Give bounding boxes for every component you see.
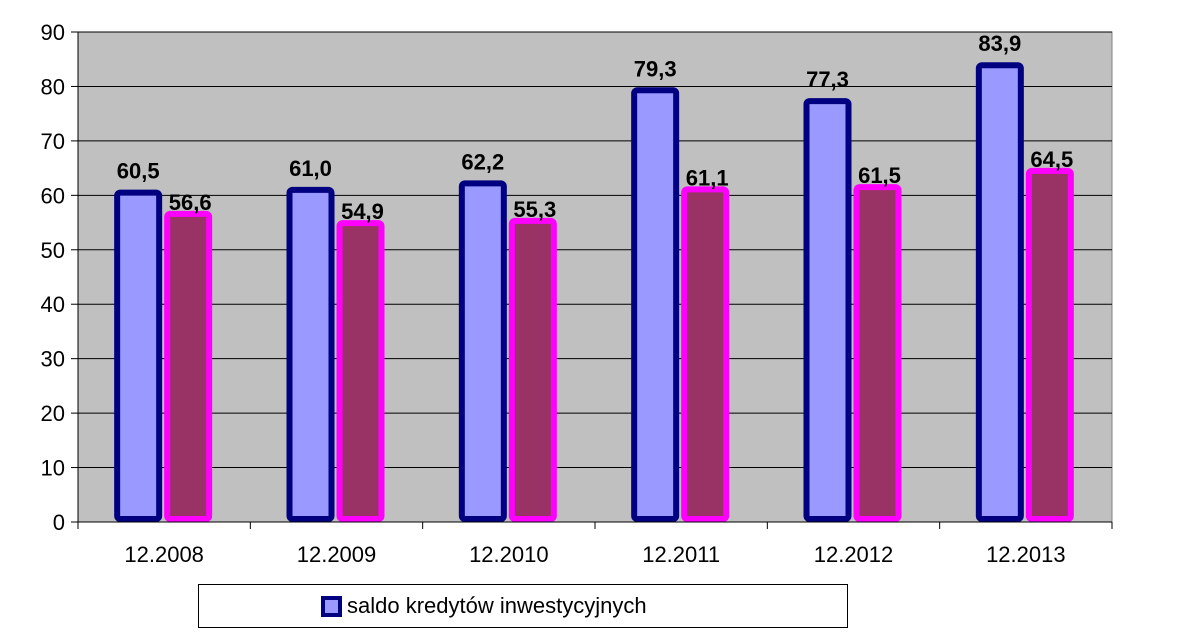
bar — [458, 180, 507, 522]
bar — [631, 87, 680, 522]
bar — [164, 210, 213, 522]
y-tick-label: 80 — [41, 74, 65, 99]
data-label: 77,3 — [806, 67, 849, 92]
y-tick-label: 40 — [41, 292, 65, 317]
y-axis: 0 10 20 30 40 50 60 70 80 90 — [41, 20, 79, 535]
data-labels: 60,5 56,6 61,0 54,9 62,2 55,3 79,3 61,1 77,3 61,5… — [117, 31, 1073, 224]
gridlines — [78, 31, 1112, 469]
x-tick-label: 12.2008 — [124, 542, 204, 567]
bar — [508, 217, 557, 523]
bar — [114, 189, 163, 522]
x-tick-label: 12.2009 — [297, 542, 377, 567]
y-tick-label: 10 — [41, 456, 65, 481]
plot-area — [77, 31, 1113, 523]
data-label: 61,1 — [686, 165, 729, 190]
bar — [1025, 167, 1074, 522]
legend-item: saldo kredytów inwestycyjnych — [321, 593, 647, 619]
bar — [853, 184, 902, 523]
y-tick-label: 20 — [41, 401, 65, 426]
data-label: 83,9 — [978, 31, 1021, 56]
legend-swatch — [321, 595, 342, 617]
bars — [114, 62, 1074, 523]
bar — [336, 220, 385, 522]
x-tick-label: 12.2011 — [642, 542, 720, 567]
y-tick-label: 70 — [41, 129, 65, 154]
data-label: 60,5 — [117, 159, 160, 184]
y-tick-label: 30 — [41, 347, 65, 372]
bar — [681, 186, 730, 522]
y-tick-label: 50 — [41, 238, 65, 263]
data-label: 79,3 — [634, 56, 677, 81]
y-tick-label: 0 — [53, 510, 65, 535]
data-label: 61,0 — [289, 156, 332, 181]
y-tick-label: 90 — [41, 20, 65, 45]
x-tick-label: 12.2010 — [469, 542, 549, 567]
bar — [286, 186, 335, 522]
x-tick-label: 12.2013 — [986, 542, 1066, 567]
data-label: 61,5 — [858, 163, 901, 188]
data-label: 55,3 — [513, 197, 556, 222]
data-label: 62,2 — [461, 149, 504, 174]
x-tick-label: 12.2012 — [814, 542, 894, 567]
data-label: 56,6 — [169, 190, 212, 215]
data-label: 54,9 — [341, 199, 384, 224]
legend-label: saldo kredytów inwestycyjnych — [347, 593, 647, 618]
bar — [803, 98, 852, 523]
legend: saldo kredytów inwestycyjnych — [198, 584, 848, 628]
y-tick-label: 60 — [41, 183, 65, 208]
x-axis: 12.2008 12.2009 12.2010 12.2011 12.2012 12.20… — [77, 521, 1113, 567]
data-label: 64,5 — [1030, 147, 1073, 172]
bar — [975, 62, 1024, 522]
